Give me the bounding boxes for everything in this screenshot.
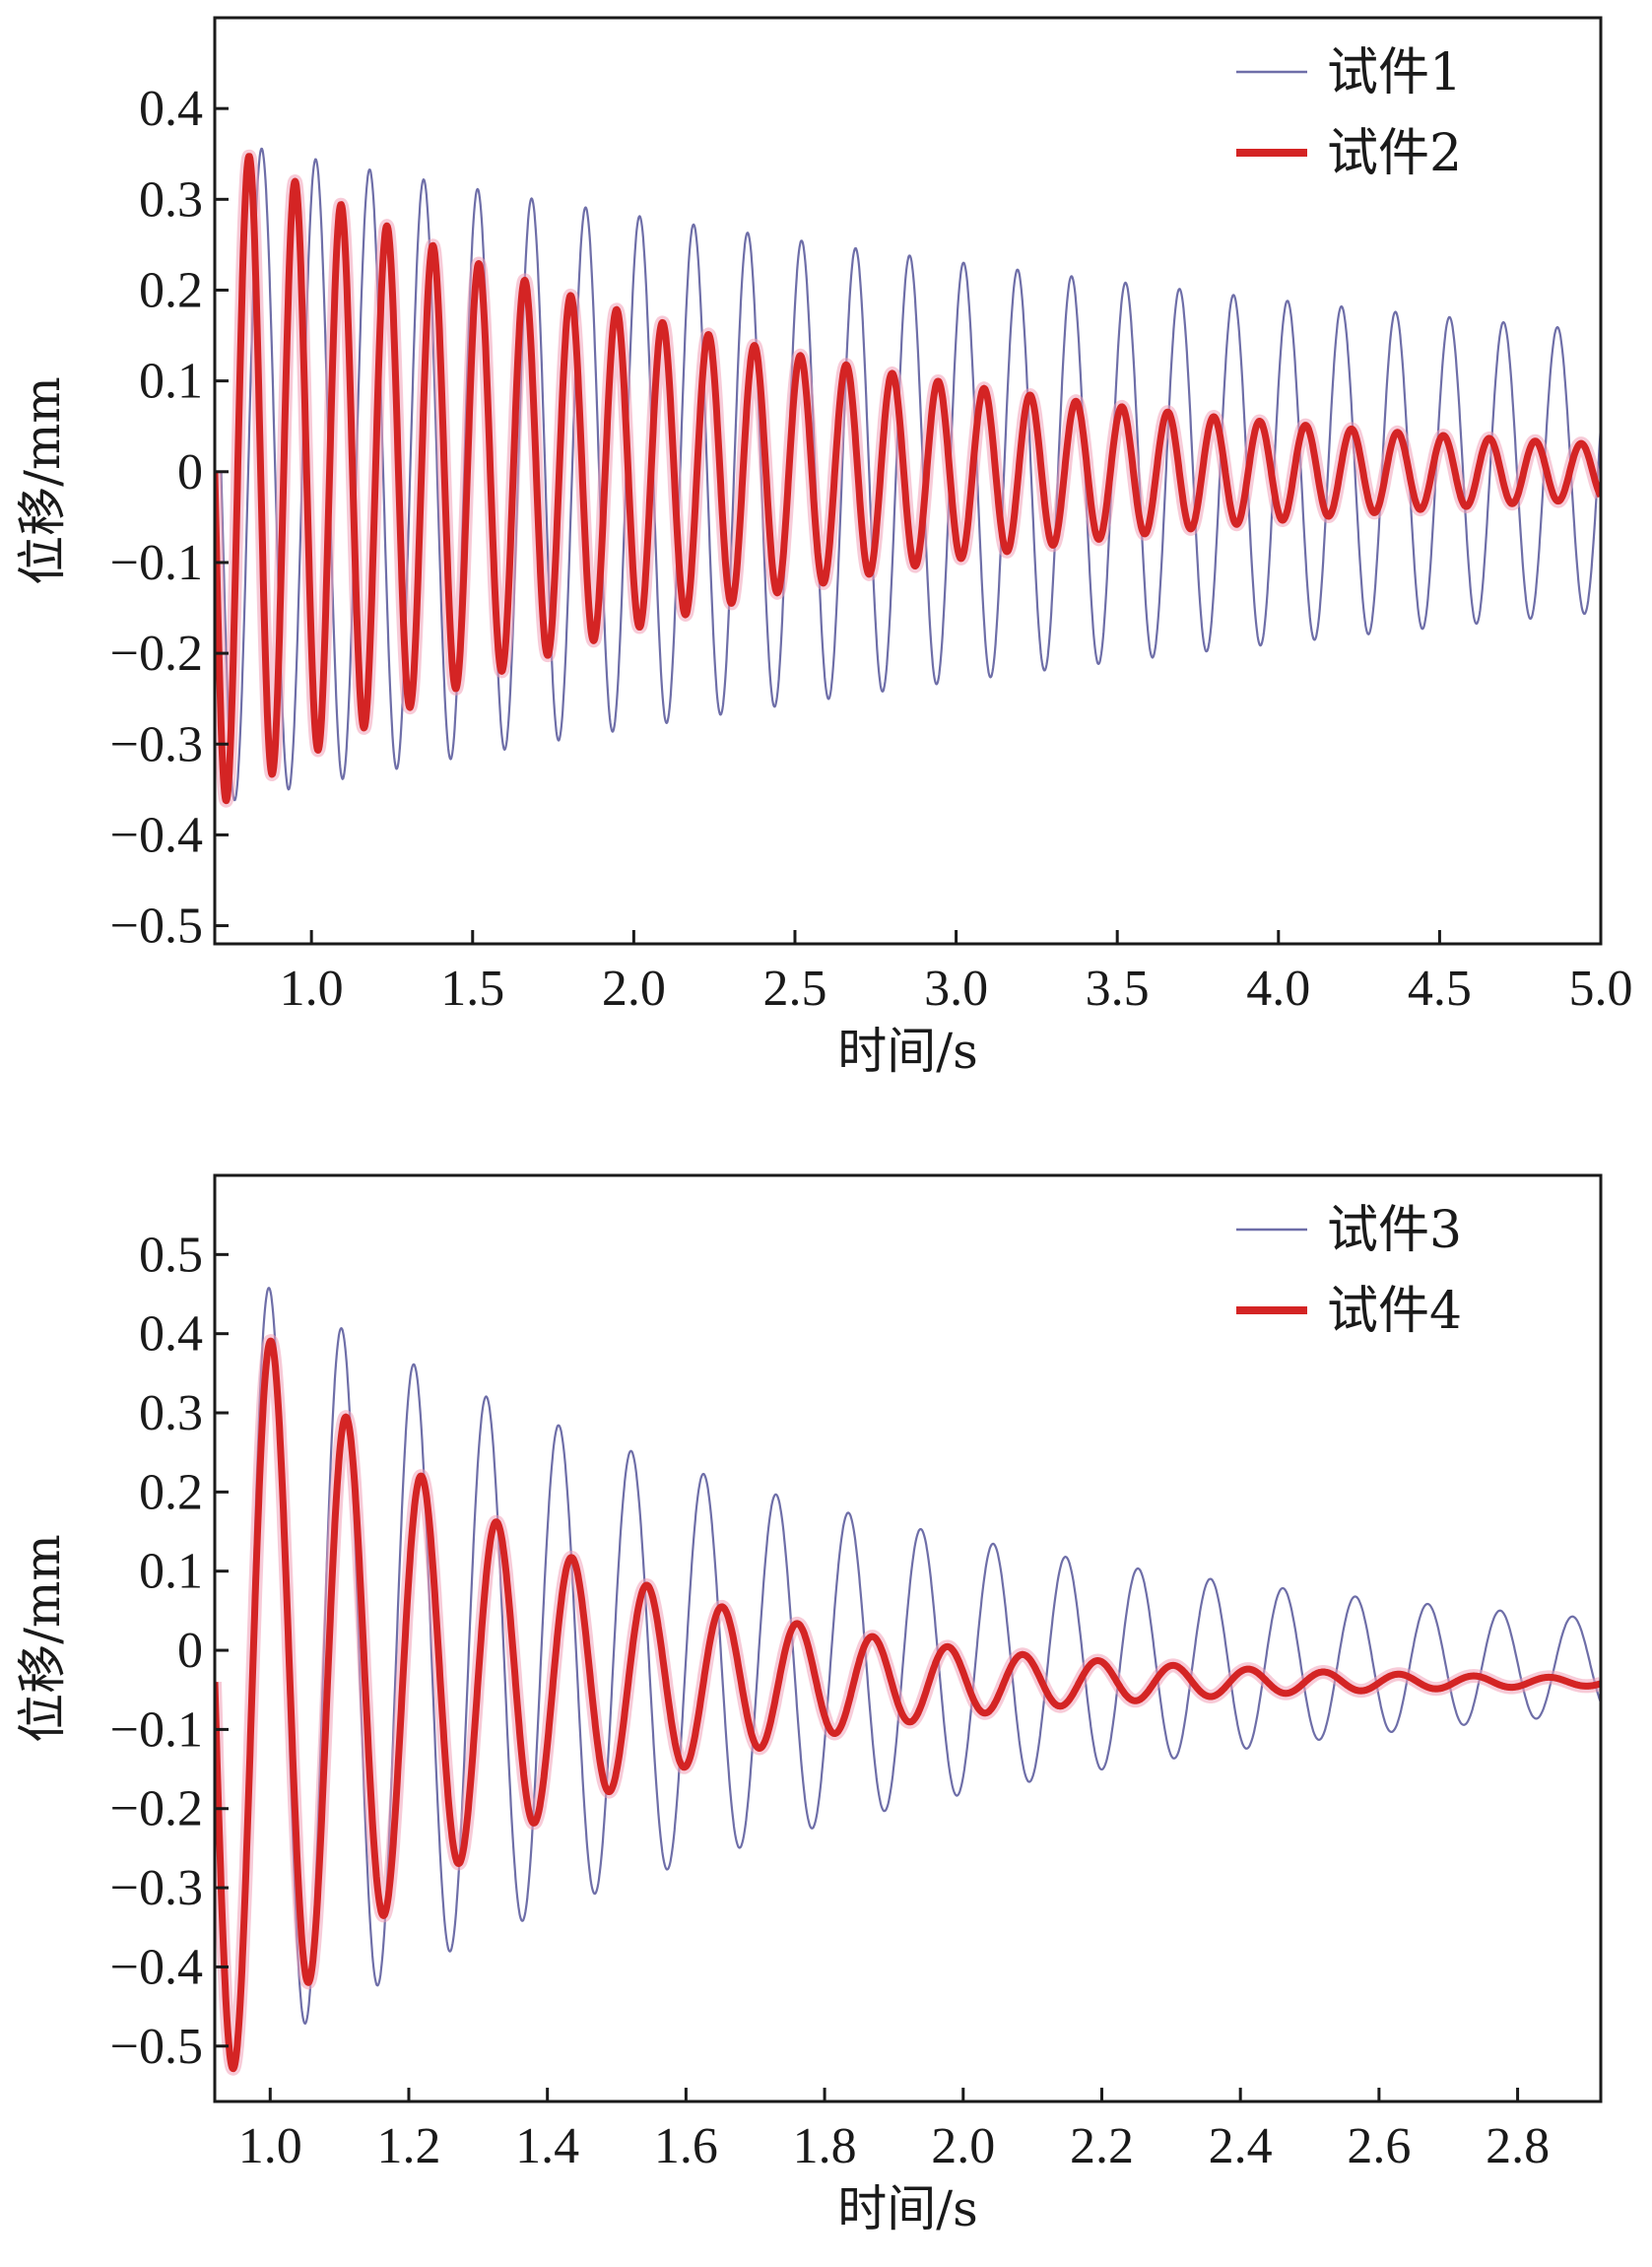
y-tick-label: −0.5 bbox=[110, 899, 203, 955]
y-tick-label: −0.2 bbox=[110, 626, 203, 682]
y-tick-label: −0.4 bbox=[110, 1939, 203, 1995]
x-tick-label: 4.5 bbox=[1408, 961, 1472, 1017]
plot-area bbox=[215, 1287, 1601, 2076]
legend-label-1: 试件3 bbox=[1327, 1201, 1462, 1260]
y-tick-label: 0.1 bbox=[139, 354, 203, 410]
x-tick-label: 5.0 bbox=[1569, 961, 1633, 1017]
legend-label-2: 试件4 bbox=[1327, 1282, 1462, 1341]
chart-top: 1.0 1.5 2.0 2.5 3.0 3.5 4.0 4.5 5.0 0.4 0.3 0.2 0.1 0… bbox=[14, 16, 1633, 1080]
x-tick-label: 2.8 bbox=[1486, 2118, 1550, 2174]
y-tick-label: −0.2 bbox=[110, 1781, 203, 1837]
x-tick-label: 3.0 bbox=[924, 961, 988, 1017]
y-tick-label: 0 bbox=[177, 444, 203, 500]
y-tick-label: 0.1 bbox=[139, 1544, 203, 1600]
y-axis-label: 位移/mm bbox=[14, 1534, 71, 1743]
y-tick-label: −0.1 bbox=[110, 535, 203, 591]
plot-area bbox=[215, 147, 1601, 808]
x-tick-label: 3.5 bbox=[1086, 961, 1150, 1017]
y-tick-label: 0.3 bbox=[139, 1385, 203, 1441]
legend-label-1: 试件1 bbox=[1327, 43, 1462, 102]
x-tick-label: 1.2 bbox=[376, 2118, 440, 2174]
y-tick-label: 0.5 bbox=[139, 1227, 203, 1283]
x-tick-label: 2.4 bbox=[1209, 2118, 1273, 2174]
legend-label-2: 试件2 bbox=[1327, 124, 1462, 183]
series-line-2 bbox=[215, 1337, 1601, 2073]
x-tick-label: 2.0 bbox=[931, 2118, 995, 2174]
y-tick-label: −0.1 bbox=[110, 1701, 203, 1758]
y-tick-label: −0.5 bbox=[110, 2019, 203, 2075]
x-axis-label: 时间/s bbox=[837, 2180, 978, 2237]
x-tick-label: 1.0 bbox=[280, 961, 344, 1017]
y-tick-label: 0.3 bbox=[139, 171, 203, 228]
y-tick-label: 0 bbox=[177, 1623, 203, 1679]
plot-frame bbox=[213, 1173, 1603, 2103]
chart-bottom: 1.0 1.2 1.4 1.6 1.8 2.0 2.2 2.4 2.6 2.8 0.5 0.4 0.3 0… bbox=[14, 1173, 1603, 2237]
x-axis-label: 时间/s bbox=[837, 1023, 978, 1080]
y-tick-label: 0.4 bbox=[139, 1306, 203, 1363]
x-tick-label: 1.8 bbox=[793, 2118, 857, 2174]
x-tick-label: 2.6 bbox=[1347, 2118, 1411, 2174]
x-tick-label: 2.5 bbox=[762, 961, 826, 1017]
x-tick-label: 1.0 bbox=[238, 2118, 302, 2174]
y-tick-label: 0.2 bbox=[139, 1464, 203, 1520]
x-tick-label: 1.6 bbox=[654, 2118, 718, 2174]
x-tick-label: 1.5 bbox=[440, 961, 504, 1017]
plot-frame bbox=[213, 16, 1603, 946]
series-line-1 bbox=[220, 147, 1601, 802]
y-tick-label: 0.4 bbox=[139, 81, 203, 137]
x-tick-label: 1.4 bbox=[515, 2118, 579, 2174]
series-line-1 bbox=[215, 1287, 1601, 2068]
series-line-2 bbox=[215, 153, 1601, 805]
y-tick-label: −0.3 bbox=[110, 716, 203, 772]
y-axis-label: 位移/mm bbox=[14, 376, 71, 585]
x-tick-label: 2.2 bbox=[1070, 2118, 1134, 2174]
x-tick-label: 2.0 bbox=[602, 961, 666, 1017]
y-tick-label: −0.4 bbox=[110, 807, 203, 863]
y-tick-label: −0.3 bbox=[110, 1860, 203, 1916]
x-tick-label: 4.0 bbox=[1246, 961, 1310, 1017]
y-tick-label: 0.2 bbox=[139, 262, 203, 318]
